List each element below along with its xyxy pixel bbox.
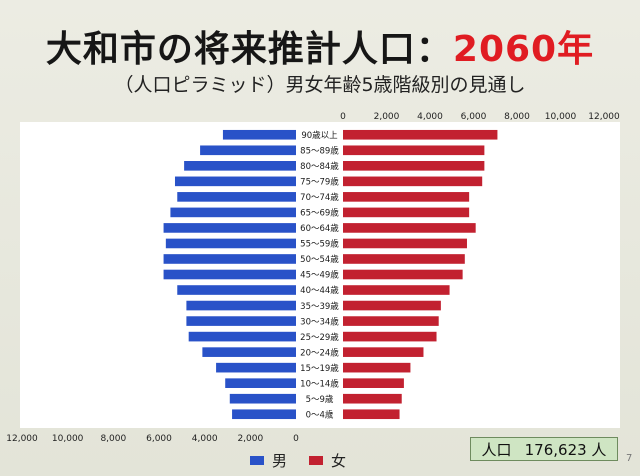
bar-female: [343, 269, 463, 280]
male-axis-tick-label: 4,000: [192, 434, 218, 444]
age-category-label: 50～54歳: [300, 254, 339, 265]
age-category-label: 85～89歳: [300, 145, 339, 156]
bar-female: [343, 331, 437, 342]
legend-male-swatch: [250, 456, 264, 465]
bar-male: [174, 176, 296, 187]
age-category-label: 20～24歳: [300, 347, 339, 358]
bar-female: [343, 238, 467, 249]
bar-male: [200, 145, 296, 156]
bar-male: [216, 362, 296, 373]
population-label: 人口: [481, 440, 512, 459]
age-category-label: 5～9歳: [306, 394, 334, 405]
male-axis-tick-label: 12,000: [6, 434, 38, 444]
bar-male: [163, 269, 296, 280]
age-category-label: 0～4歳: [306, 409, 334, 420]
age-category-label: 75～79歳: [300, 177, 339, 188]
bar-female: [343, 409, 400, 420]
bar-male: [229, 393, 296, 404]
age-category-label: 15～19歳: [300, 363, 339, 374]
bar-female: [343, 223, 476, 233]
bar-female: [343, 378, 404, 388]
bar-male: [186, 300, 296, 311]
male-axis-tick-label: 8,000: [100, 434, 126, 444]
plot-area: [20, 122, 620, 428]
age-category-label: 40～44歳: [300, 285, 339, 296]
bar-male: [188, 331, 296, 342]
bar-female: [343, 300, 441, 311]
chart-legend: 男 女: [250, 450, 346, 471]
bar-male: [186, 316, 296, 326]
age-category-label: 80～84歳: [300, 161, 339, 172]
bar-female: [343, 161, 485, 171]
bar-female: [343, 129, 498, 140]
bar-female: [343, 362, 411, 373]
legend-female-label: 女: [331, 452, 347, 470]
bar-male: [232, 409, 296, 420]
age-category-label: 35～39歳: [300, 301, 339, 312]
female-axis-tick-label: 8,000: [504, 112, 530, 122]
bar-male: [165, 238, 296, 249]
title-year: 2060年: [452, 29, 595, 70]
bar-female: [343, 192, 470, 202]
bar-male: [177, 192, 296, 202]
bar-female: [343, 207, 470, 218]
population-total-box: 人口 176,623 人: [470, 437, 618, 461]
bar-female: [343, 393, 402, 404]
male-axis-tick-label: 10,000: [52, 434, 84, 444]
bar-male: [170, 207, 296, 218]
female-axis-tick-label: 4,000: [417, 112, 443, 122]
age-category-label: 70～74歳: [300, 192, 339, 203]
male-axis-tick-label: 6,000: [146, 434, 172, 444]
bar-male: [225, 378, 296, 388]
age-category-label: 10～14歳: [300, 378, 339, 389]
page-title: 大和市の将来推計人口：2060年: [20, 20, 620, 72]
bar-male: [202, 347, 296, 357]
female-axis-tick-label: 0: [340, 112, 346, 122]
population-value: 176,623 人: [524, 440, 607, 459]
bar-male: [163, 254, 296, 264]
page-subtitle: （人口ピラミッド）男女年齢5歳階級別の見通し: [114, 74, 526, 96]
page-number: 7: [626, 453, 633, 464]
bar-female: [343, 145, 485, 156]
bar-male: [163, 223, 296, 233]
age-category-label: 60～64歳: [300, 223, 339, 234]
title-main: 大和市の将来推計人口：: [45, 29, 453, 70]
bar-male: [177, 285, 296, 295]
age-category-label: 65～69歳: [300, 208, 339, 219]
bar-male: [222, 129, 296, 140]
age-category-label: 55～59歳: [300, 239, 339, 250]
age-category-label: 45～49歳: [300, 270, 339, 281]
bar-female: [343, 254, 465, 264]
legend-female-swatch: [309, 456, 324, 465]
legend-male-label: 男: [272, 452, 288, 470]
bar-female: [343, 316, 439, 326]
bar-female: [343, 176, 483, 187]
bar-female: [343, 285, 450, 295]
male-axis-tick-label: 0: [293, 434, 299, 444]
female-axis-tick-label: 10,000: [545, 112, 577, 122]
female-axis-tick-label: 2,000: [374, 112, 400, 122]
bar-female: [343, 347, 424, 357]
female-axis-tick-label: 12,000: [588, 112, 620, 122]
female-axis-tick-label: 6,000: [461, 112, 487, 122]
age-category-label: 25～29歳: [300, 332, 339, 343]
age-category-label: 30～34歳: [300, 316, 339, 327]
age-category-label: 90歳以上: [301, 130, 338, 141]
bar-male: [184, 161, 296, 171]
male-axis-tick-label: 2,000: [237, 434, 263, 444]
